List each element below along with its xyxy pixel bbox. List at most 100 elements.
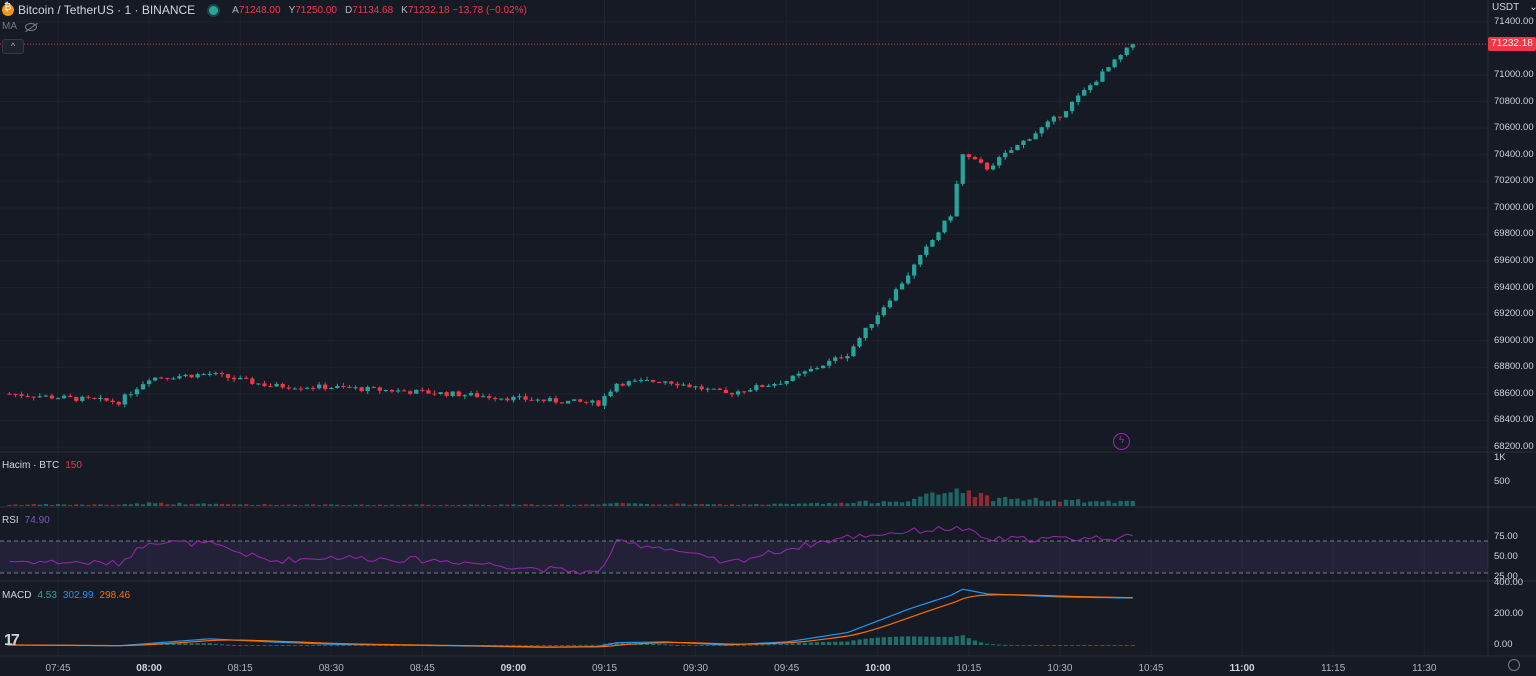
- eye-hidden-icon[interactable]: [25, 22, 37, 31]
- volume-bar: [796, 503, 801, 506]
- rsi-legend[interactable]: RSI 74.90: [2, 515, 50, 526]
- collapse-legend-button[interactable]: ^: [2, 39, 24, 54]
- symbol-title[interactable]: Bitcoin / TetherUS · 1 · BINANCE: [18, 3, 196, 17]
- volume-bar: [13, 504, 18, 506]
- volume-bar: [687, 504, 692, 506]
- volume-bar: [863, 500, 868, 506]
- axis-tick-label: 200.00: [1494, 608, 1524, 619]
- macd-histogram-bar: [207, 643, 212, 645]
- macd-histogram-bar: [1112, 645, 1117, 646]
- macd-signal-value: 298.46: [99, 590, 131, 601]
- candle: [146, 380, 152, 385]
- candle: [499, 398, 504, 400]
- candle: [905, 275, 911, 284]
- volume-bar: [1076, 499, 1081, 506]
- candle: [553, 398, 559, 403]
- volume-bar: [7, 504, 12, 506]
- volume-bar: [55, 504, 61, 506]
- axis-tick-label: 69600.00: [1494, 255, 1534, 266]
- macd-histogram-bar: [827, 641, 832, 645]
- candle: [104, 398, 109, 401]
- candle: [116, 401, 121, 405]
- macd-histogram-bar: [189, 643, 194, 645]
- volume-bar: [238, 504, 243, 506]
- candle: [523, 396, 528, 400]
- volume-bar: [499, 504, 504, 506]
- candle: [626, 381, 631, 386]
- macd-histogram-bar: [863, 638, 868, 645]
- candle: [171, 378, 176, 380]
- volume-bar: [1112, 502, 1117, 506]
- volume-bar: [808, 503, 814, 506]
- volume-legend[interactable]: Hacim · BTC 150: [2, 460, 82, 471]
- volume-bar: [274, 504, 279, 506]
- macd-line-value: 302.99: [62, 590, 94, 601]
- macd-histogram-bar: [341, 645, 346, 646]
- candle: [134, 389, 140, 395]
- volume-bar: [207, 504, 212, 506]
- candle: [207, 373, 212, 375]
- macd-histogram-bar: [377, 645, 382, 646]
- candle: [632, 380, 637, 382]
- macd-histogram-bar: [839, 641, 844, 645]
- time-tick-label: 10:00: [864, 663, 891, 674]
- volume-bar: [213, 503, 219, 506]
- gear-icon[interactable]: [1508, 659, 1520, 671]
- volume-bar: [456, 504, 461, 506]
- candle: [997, 157, 1002, 166]
- candle: [43, 395, 48, 397]
- candle: [13, 393, 18, 395]
- volume-bar: [201, 503, 206, 506]
- candle: [183, 374, 188, 377]
- volume-bar: [936, 494, 941, 506]
- volume-bar: [942, 493, 947, 506]
- volume-bar: [304, 504, 310, 506]
- market-status-icon[interactable]: [209, 5, 219, 15]
- candle: [644, 380, 650, 382]
- macd-histogram-bar: [201, 643, 206, 645]
- volume-bar: [912, 498, 917, 506]
- macd-histogram-bar: [663, 644, 668, 646]
- tradingview-logo[interactable]: 17: [4, 632, 20, 649]
- macd-legend[interactable]: MACD 4.53 302.99 298.46: [2, 590, 130, 601]
- currency-selector[interactable]: USDT ⌄: [1492, 2, 1536, 13]
- macd-histogram-bar: [1057, 645, 1063, 646]
- macd-histogram-bar: [644, 643, 650, 645]
- candle: [432, 393, 437, 395]
- volume-bar: [116, 504, 121, 506]
- macd-histogram-bar: [857, 639, 862, 645]
- volume-bar: [1039, 500, 1044, 506]
- volume-bar: [353, 504, 358, 506]
- candle: [37, 396, 42, 398]
- candle: [474, 393, 480, 397]
- symbol-legend[interactable]: Bitcoin / TetherUS · 1 · BINANCE A71248.…: [0, 2, 527, 18]
- macd-histogram-bar: [699, 645, 704, 646]
- volume-bar: [675, 503, 680, 506]
- volume-bar: [1118, 500, 1123, 506]
- volume-bar: [705, 504, 710, 506]
- volume-bar: [1069, 499, 1075, 506]
- macd-histogram-bar: [1106, 645, 1111, 646]
- candle: [869, 324, 874, 328]
- macd-histogram-bar: [553, 645, 559, 646]
- volume-bar: [948, 492, 953, 506]
- macd-histogram-bar: [280, 645, 285, 646]
- volume-bar: [887, 501, 893, 506]
- macd-histogram-bar: [286, 645, 291, 646]
- bolt-icon[interactable]: ϟ: [1113, 433, 1130, 450]
- ma-label: MA: [2, 21, 17, 32]
- macd-histogram-bar: [505, 645, 510, 646]
- volume-bar: [1015, 498, 1020, 506]
- volume-bar: [43, 504, 48, 506]
- candle: [881, 307, 886, 316]
- candle: [1076, 95, 1081, 103]
- axis-tick-label: 71000.00: [1494, 69, 1534, 80]
- macd-histogram-bar: [808, 642, 814, 645]
- candle: [790, 375, 795, 382]
- volume-bar: [784, 503, 789, 506]
- candle: [395, 390, 401, 392]
- candle: [1100, 71, 1105, 82]
- ma-indicator-row[interactable]: MA: [2, 21, 37, 32]
- macd-histogram-bar: [177, 643, 182, 645]
